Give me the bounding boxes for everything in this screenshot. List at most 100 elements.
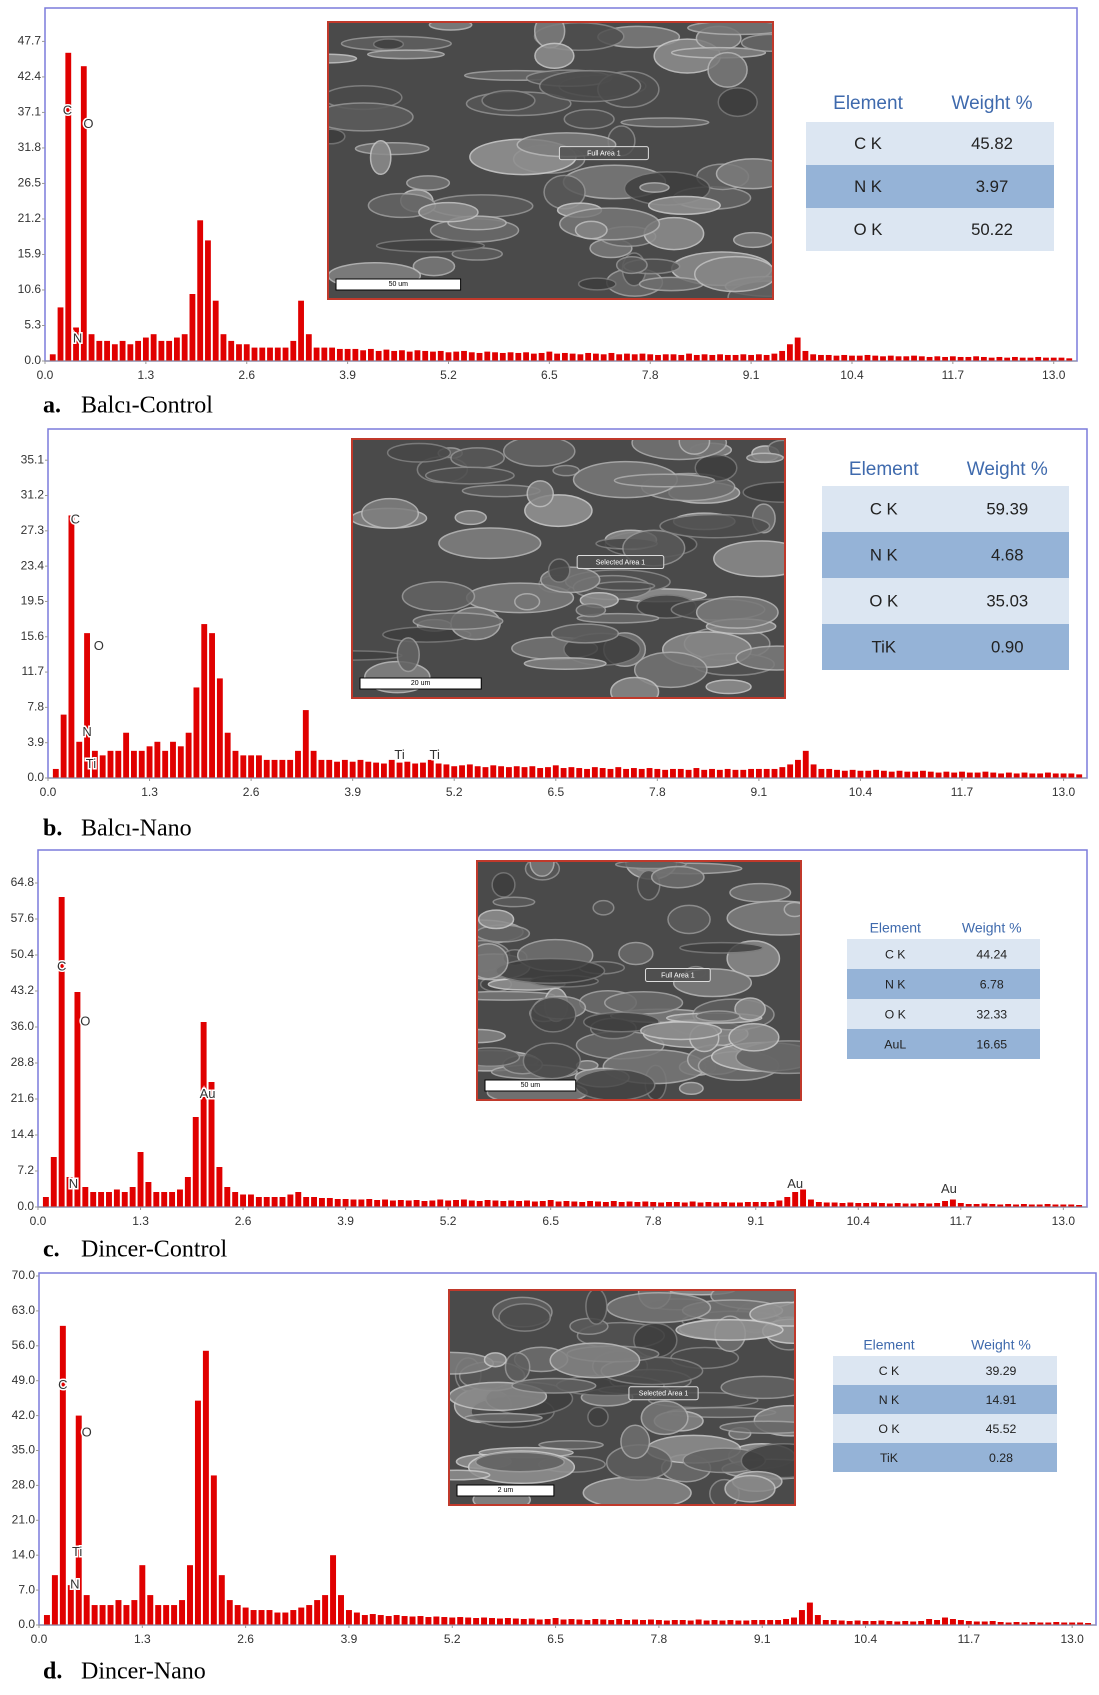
spectrum-bar (732, 769, 739, 778)
sem-texture (719, 1420, 795, 1435)
y-tick-label: 42.4 (18, 69, 42, 83)
spectrum-bar (498, 766, 505, 778)
spectrum-bar (864, 354, 871, 361)
spectrum-bar (679, 1620, 686, 1625)
spectrum-bar (748, 354, 755, 361)
spectrum-bar (397, 1200, 404, 1207)
spectrum-bar (544, 1619, 551, 1625)
sem-texture (438, 527, 542, 560)
spectrum-bar (330, 1555, 337, 1625)
spectrum-bar (232, 1192, 239, 1207)
spectrum-bar (306, 1605, 313, 1625)
table-row (806, 208, 1054, 251)
x-tick-label: 1.3 (132, 1214, 149, 1228)
y-tick-label: 43.2 (11, 983, 35, 997)
sem-texture (783, 901, 801, 918)
spectrum-bar (374, 1200, 381, 1207)
spectrum-bar (678, 354, 685, 361)
spectrum-bar (847, 1202, 854, 1207)
spectrum-bar (516, 1201, 523, 1207)
spectrum-bar (591, 767, 598, 778)
table-cell: 14.91 (986, 1393, 1017, 1407)
spectrum-bar (748, 768, 755, 778)
spectrum-bar (375, 350, 382, 361)
spectrum-bar (127, 344, 134, 361)
spectrum-bar (791, 1617, 797, 1625)
sem-texture (587, 1406, 609, 1428)
spectrum-bar (279, 1197, 286, 1207)
table-cell: 0.90 (991, 637, 1024, 656)
spectrum-bar (529, 766, 536, 778)
sem-image (449, 1290, 795, 1505)
sem-texture (618, 941, 654, 966)
spectrum-bar (504, 1618, 511, 1625)
spectrum-bar (302, 710, 309, 778)
spectrum-bar (1027, 357, 1034, 361)
area-label-box (628, 1386, 699, 1401)
peak-label: N (82, 724, 91, 739)
spectrum-bar (600, 1619, 607, 1625)
sem-texture (477, 1047, 521, 1067)
sem-texture (412, 612, 504, 631)
sem-border (351, 438, 786, 699)
x-tick-label: 5.2 (440, 1214, 457, 1228)
x-tick-label: 6.5 (547, 1632, 564, 1646)
table-header: Element (833, 93, 903, 114)
y-tick-label: 14.0 (12, 1547, 36, 1561)
spectrum-bar (435, 763, 442, 778)
spectrum-bar (918, 1203, 925, 1207)
spectrum-bar (169, 1192, 176, 1207)
y-tick-label: 31.8 (18, 140, 42, 154)
peak-label: N (70, 1577, 79, 1592)
spectrum-bar (1060, 1204, 1067, 1207)
sem-texture (401, 581, 476, 612)
spectrum-bar (752, 1202, 759, 1207)
spectrum-bar (1021, 1622, 1028, 1625)
spectrum-bar (687, 1620, 694, 1625)
spectrum-bar (1053, 1622, 1060, 1625)
spectrum-bar (830, 1620, 837, 1625)
table-row (847, 1029, 1040, 1059)
spectrum-bar (305, 334, 312, 361)
spectrum-bar (1012, 356, 1018, 361)
spectrum-bar (560, 1619, 567, 1625)
caption-letter: b. (43, 816, 62, 842)
spectrum-bar (776, 1200, 783, 1207)
sem-texture (498, 1302, 552, 1332)
spectrum-bar (401, 1616, 408, 1625)
spectrum-bar (729, 1202, 736, 1207)
spectrum-bar (831, 1202, 838, 1207)
spectrum-bar (287, 1194, 294, 1207)
spectrum-bar (437, 350, 444, 361)
spectrum-bar (226, 1600, 233, 1625)
spectrum-bar (350, 1199, 357, 1207)
spectrum-bar (1028, 1204, 1035, 1207)
spectrum-bar (592, 1619, 599, 1625)
spectrum-bar (744, 1202, 751, 1207)
spectrum-bar (701, 354, 708, 361)
spectrum-bar (608, 1620, 615, 1625)
spectrum-bar (802, 350, 809, 361)
spectrum-bar (693, 354, 700, 361)
table-row (847, 999, 1040, 1029)
x-tick-label: 10.4 (849, 785, 873, 799)
spectrum-bar (561, 352, 568, 361)
spectrum-bar (336, 348, 343, 361)
spectrum-bar (367, 348, 374, 361)
sem-texture (529, 996, 577, 1033)
sem-texture (522, 1042, 582, 1080)
spectrum-bar (60, 714, 67, 778)
x-tick-label: 3.9 (339, 368, 356, 382)
sem-texture (464, 1412, 543, 1423)
spectrum-bar (513, 766, 520, 778)
y-tick-label: 50.4 (11, 947, 35, 961)
spectrum-bar (412, 763, 419, 778)
x-tick-label: 9.1 (751, 785, 768, 799)
y-tick-label: 21.0 (12, 1512, 36, 1526)
spectrum-bar (500, 1201, 507, 1207)
spectrum-bar (154, 741, 161, 778)
sem-texture (740, 33, 773, 52)
spectrum-bar (767, 1620, 774, 1625)
spectrum-bar (630, 768, 637, 778)
spectrum-bar (719, 1620, 726, 1625)
